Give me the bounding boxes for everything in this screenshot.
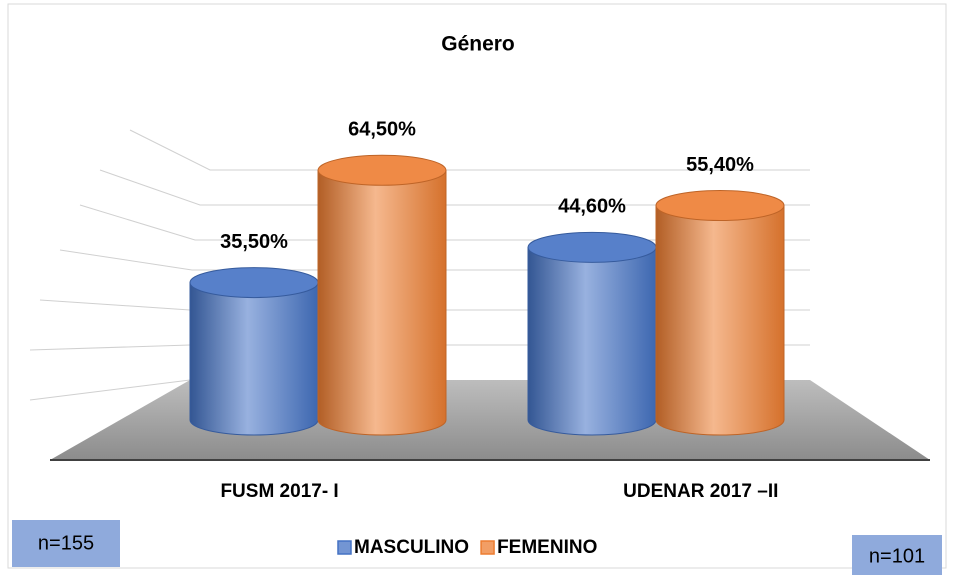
chart-title: Género [441,33,515,56]
legend-label: MASCULINO [354,537,469,558]
x-tick-label: UDENAR 2017 –II [623,481,778,502]
legend-label: FEMENINO [497,537,597,558]
value-label: 55,40% [686,154,754,176]
value-label: 44,60% [558,196,626,218]
bar [527,246,657,436]
annotation-box [12,520,120,567]
annotation-box [852,535,942,575]
bar [317,169,447,436]
annotation: n=155 [38,532,94,554]
bar [189,282,319,436]
legend-swatch [337,540,352,555]
bar-top [189,267,319,299]
bar-top [655,190,785,222]
value-label: 35,50% [220,231,288,253]
bar [655,205,785,436]
x-tick-label: FUSM 2017- I [220,481,338,502]
legend-swatch [480,540,495,555]
bar-top [527,231,657,263]
value-label: 64,50% [348,119,416,141]
bar-top [317,154,447,186]
chart-frame [7,3,947,569]
floor [50,380,930,460]
annotation: n=101 [869,545,925,567]
